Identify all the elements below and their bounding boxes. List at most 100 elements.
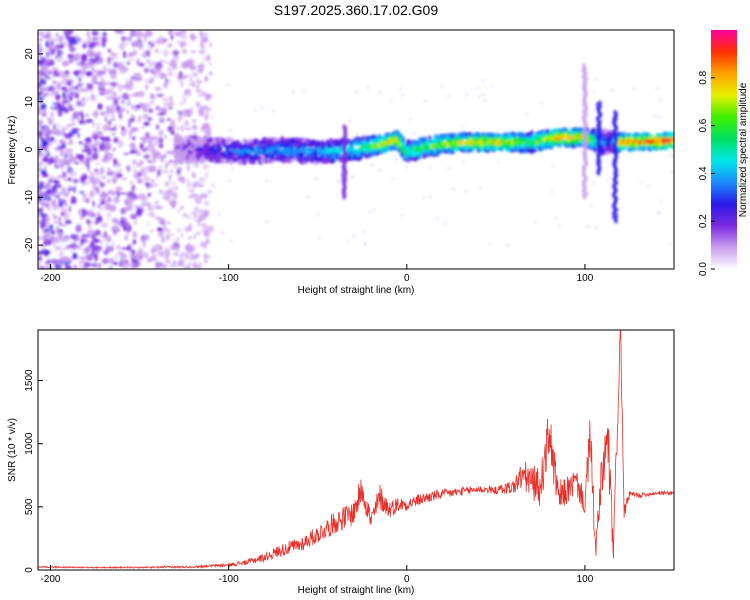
heatmap-noise-cell [197, 262, 203, 265]
heatmap-streak-cell [342, 124, 346, 129]
heatmap-noise-cell [164, 134, 167, 139]
heatmap-noise-cell [168, 187, 172, 196]
heatmap-ridge-cell [532, 148, 538, 153]
heatmap-noise-cell [41, 56, 45, 65]
heatmap-faint-cell [611, 89, 614, 92]
heatmap-noise-cell [172, 191, 178, 200]
heatmap-noise-cell [101, 41, 106, 48]
heatmap-noise-cell [160, 100, 164, 106]
heatmap-noise-cell [43, 109, 48, 114]
heatmap-faint-cell [265, 179, 268, 183]
heatmap-noise-cell [116, 126, 120, 134]
heatmap-noise-cell [120, 93, 127, 100]
heatmap-noise-cell [155, 205, 164, 210]
heatmap-ridge-cell [218, 145, 223, 152]
heatmap-noise-cell [60, 207, 68, 214]
heatmap-noise-cell [54, 147, 61, 151]
heatmap-noise-cell [89, 122, 93, 127]
heatmap-noise-cell [143, 231, 150, 236]
heatmap-noise-cell [181, 213, 187, 217]
heatmap-faint-cell [318, 237, 321, 240]
heatmap-noise-cell [191, 262, 198, 269]
heatmap-noise-cell [38, 45, 43, 53]
heatmap-noise-cell [64, 109, 69, 113]
heatmap-noise-cell [66, 219, 70, 225]
heatmap-noise-cell [195, 84, 200, 88]
heatmap-noise-cell [191, 80, 196, 88]
heatmap-noise-cell [75, 100, 83, 107]
heatmap-noise-cell [152, 40, 156, 44]
heatmap-noise-cell [157, 209, 165, 216]
heatmap-noise-cell [199, 40, 204, 49]
heatmap-noise-cell [128, 249, 136, 253]
heatmap-noise-cell [161, 235, 166, 243]
heatmap-noise-cell [133, 227, 141, 233]
heatmap-noise-cell [65, 154, 72, 157]
heatmap-noise-cell [101, 258, 110, 264]
heatmap-noise-cell [166, 80, 169, 83]
heatmap-noise-cell [68, 205, 72, 213]
heatmap-noise-cell [43, 126, 50, 133]
heatmap-noise-cell [112, 61, 119, 69]
heatmap-noise-cell [93, 147, 98, 153]
heatmap-noise-cell [89, 206, 93, 210]
heatmap-noise-cell [158, 117, 166, 123]
heatmap-noise-cell [202, 209, 210, 216]
heatmap-noise-cell [204, 75, 209, 82]
heatmap-noise-cell [81, 102, 86, 107]
heatmap-noise-cell [54, 140, 58, 143]
heatmap-ridge-cell [178, 147, 182, 154]
heatmap-noise-cell [199, 209, 204, 215]
heatmap-noise-cell [185, 96, 193, 104]
heatmap-faint-cell [476, 87, 480, 90]
heatmap-noise-cell [94, 142, 102, 146]
heatmap-faint-cell [348, 119, 351, 123]
heatmap-noise-cell [40, 83, 45, 91]
colorbar-tick-label: 0.6 [698, 118, 709, 132]
heatmap-noise-cell [155, 66, 162, 74]
heatmap-noise-cell [179, 42, 187, 48]
heatmap-noise-cell [109, 265, 113, 269]
heatmap-noise-cell [55, 226, 60, 229]
heatmap-noise-cell [107, 217, 110, 220]
heatmap-noise-cell [45, 50, 48, 55]
heatmap-noise-cell [121, 36, 127, 42]
heatmap-noise-cell [51, 105, 55, 109]
heatmap-noise-cell [92, 207, 95, 210]
heatmap-noise-cell [69, 242, 78, 250]
heatmap-noise-cell [113, 98, 119, 105]
heatmap-noise-cell [193, 205, 200, 214]
heatmap-noise-cell [40, 202, 45, 207]
heatmap-noise-cell [119, 68, 126, 74]
heatmap-faint-cell [231, 167, 234, 170]
heatmap-noise-cell [89, 194, 94, 199]
heatmap-faint-cell [265, 220, 268, 223]
heatmap-noise-cell [197, 64, 203, 69]
heatmap-noise-cell [130, 150, 137, 155]
heatmap-noise-cell [53, 38, 61, 42]
heatmap-noise-cell [170, 130, 175, 135]
heatmap-ridge-cell [529, 130, 534, 136]
heatmap-noise-cell [182, 91, 186, 99]
heatmap-faint-cell [317, 213, 320, 216]
heatmap-noise-cell [135, 32, 143, 39]
heatmap-noise-cell [155, 201, 159, 205]
heatmap-x-axis-label: Height of straight line (km) [298, 285, 415, 296]
heatmap-noise-cell [128, 225, 132, 232]
heatmap-faint-cell [260, 106, 263, 109]
heatmap-noise-cell [38, 222, 41, 228]
heatmap-noise-cell [137, 77, 143, 80]
heatmap-noise-cell [173, 31, 182, 37]
heatmap-noise-cell [43, 184, 52, 188]
heatmap-noise-cell [96, 211, 101, 216]
heatmap-noise-cell [181, 124, 184, 133]
heatmap-noise-cell [169, 95, 173, 102]
heatmap-noise-cell [191, 182, 198, 189]
heatmap-noise-cell [52, 243, 55, 246]
heatmap-ridge-cell [289, 159, 295, 163]
heatmap-noise-cell [196, 122, 200, 128]
heatmap-noise-cell [64, 265, 73, 269]
heatmap-noise-cell [50, 156, 54, 164]
heatmap-noise-cell [139, 103, 148, 109]
